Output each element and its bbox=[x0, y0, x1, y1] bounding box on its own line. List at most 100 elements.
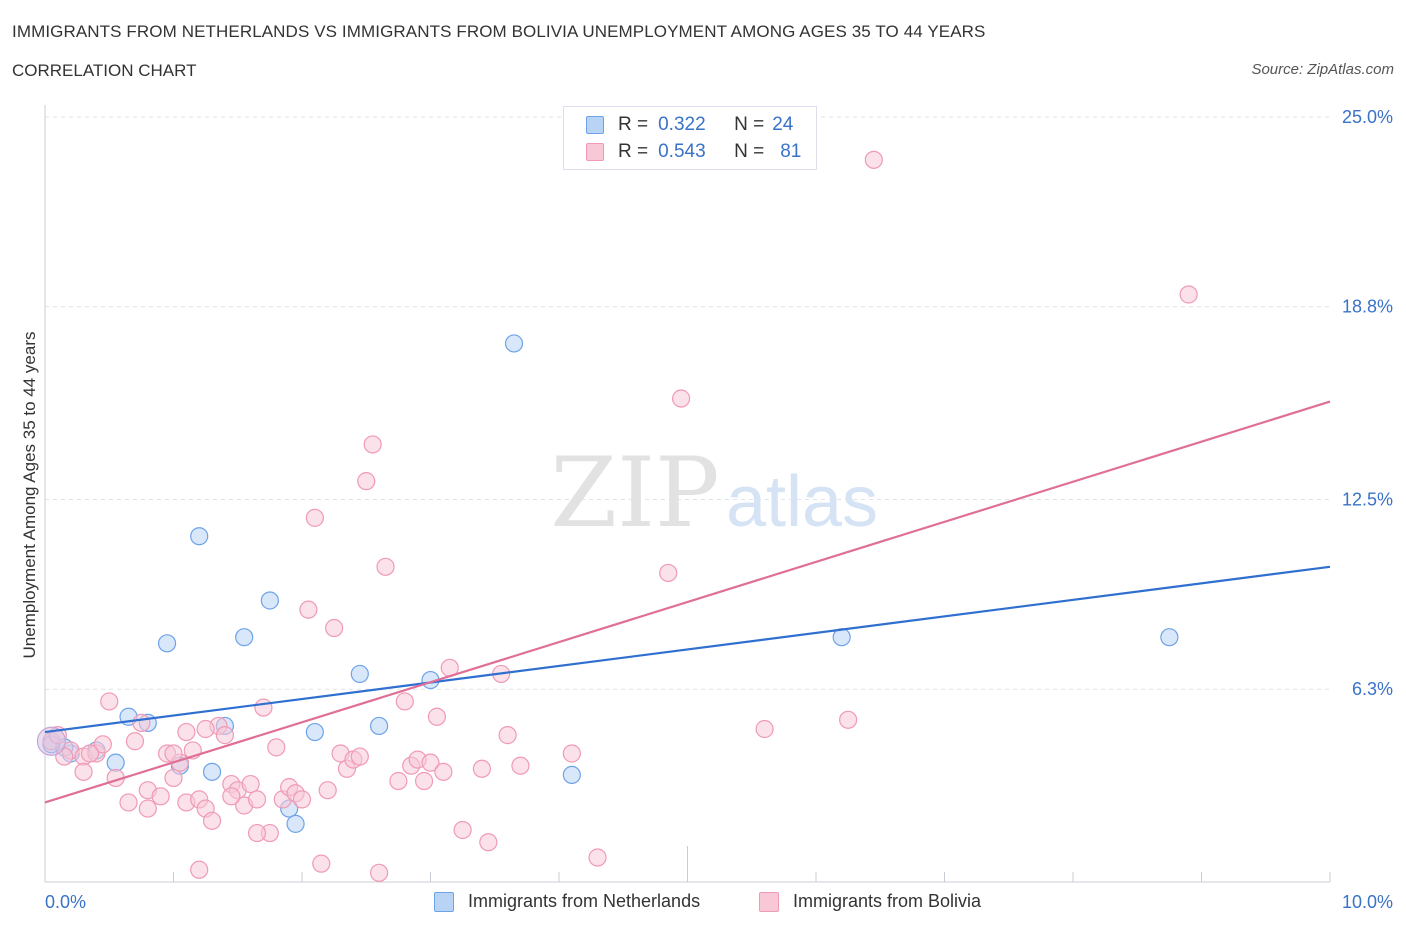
r-label: R = bbox=[618, 141, 649, 162]
bolivia-trendline bbox=[44, 400, 1331, 804]
bolivia-point bbox=[363, 435, 382, 454]
netherlands-swatch bbox=[586, 116, 604, 134]
netherlands-point bbox=[157, 634, 177, 653]
bolivia-point bbox=[755, 719, 774, 739]
r-value: 0.322 bbox=[658, 114, 706, 135]
y-tick-label: 25.0% bbox=[1342, 107, 1393, 127]
bolivia-point bbox=[414, 771, 434, 791]
y-tick-label: 18.8% bbox=[1342, 297, 1393, 317]
bolivia-point bbox=[659, 563, 678, 583]
bolivia-point bbox=[421, 753, 440, 772]
bolivia-point bbox=[562, 744, 581, 763]
netherlands-point bbox=[370, 716, 389, 736]
bolivia-point bbox=[1179, 285, 1198, 304]
chart-title: IMMIGRANTS FROM NETHERLANDS VS IMMIGRANT… bbox=[12, 22, 986, 41]
bolivia-point bbox=[498, 726, 517, 745]
r-value: 0.543 bbox=[658, 141, 706, 162]
correlation-legend: R = 0.322 N = 24 R = 0.543 N = 81 bbox=[563, 106, 817, 170]
bolivia-point bbox=[389, 771, 408, 791]
watermark-atlas: atlas bbox=[726, 462, 878, 542]
netherlands-swatch bbox=[434, 891, 454, 912]
bolivia-point bbox=[350, 747, 369, 766]
y-tick-label: 12.5% bbox=[1342, 490, 1393, 510]
bolivia-point bbox=[376, 557, 395, 576]
netherlands-point bbox=[106, 753, 125, 772]
watermark-zip: ZIP bbox=[550, 437, 719, 549]
bolivia-point bbox=[164, 768, 183, 788]
bolivia-point bbox=[254, 698, 273, 717]
bolivia-point bbox=[305, 508, 324, 527]
series-legend: Immigrants from Netherlands Immigrants f… bbox=[0, 889, 1406, 915]
bolivia-point bbox=[357, 472, 376, 491]
bolivia-point bbox=[247, 823, 267, 843]
bolivia-point bbox=[427, 707, 447, 726]
bolivia-point bbox=[588, 848, 607, 867]
bolivia-point bbox=[247, 790, 267, 809]
bolivia-point bbox=[74, 762, 93, 781]
bolivia-point bbox=[125, 732, 145, 751]
bolivia-point bbox=[453, 820, 472, 840]
bolivia-point bbox=[93, 735, 112, 754]
y-axis-label: Unemployment Among Ages 35 to 44 years bbox=[20, 331, 39, 659]
netherlands-point bbox=[562, 765, 581, 785]
bolivia-point bbox=[132, 713, 151, 732]
bolivia-point bbox=[839, 710, 858, 729]
bolivia-point bbox=[370, 863, 389, 882]
bolivia-point bbox=[864, 150, 883, 169]
n-value: 81 bbox=[780, 141, 802, 162]
bolivia-point bbox=[511, 756, 530, 775]
n-label: N = bbox=[734, 114, 765, 135]
netherlands-point bbox=[260, 591, 279, 610]
bolivia-point bbox=[671, 389, 691, 408]
n-value: 24 bbox=[772, 114, 794, 135]
netherlands-point bbox=[504, 334, 524, 353]
bolivia-point bbox=[202, 811, 222, 830]
bolivia-point bbox=[312, 854, 331, 873]
bolivia-point bbox=[267, 738, 286, 757]
bolivia-point bbox=[479, 833, 498, 852]
legend-label: Immigrants from Netherlands bbox=[468, 891, 701, 911]
netherlands-point bbox=[1160, 628, 1179, 647]
netherlands-point bbox=[235, 628, 254, 647]
netherlands-trendline bbox=[44, 565, 1331, 734]
bolivia-point bbox=[318, 781, 337, 800]
netherlands-point bbox=[286, 814, 305, 833]
legend-item-netherlands: Immigrants from Netherlands bbox=[434, 891, 700, 912]
bolivia-point bbox=[395, 692, 414, 711]
bolivia-point bbox=[241, 774, 260, 794]
bolivia-point bbox=[292, 790, 312, 809]
bolivia-point bbox=[215, 726, 234, 745]
bolivia-point bbox=[222, 787, 241, 806]
bolivia-point bbox=[472, 759, 491, 778]
r-label: R = bbox=[618, 114, 649, 135]
netherlands-point bbox=[305, 722, 324, 742]
source-credit: Source: ZipAtlas.com bbox=[1251, 61, 1394, 78]
legend-row-netherlands: R = 0.322 N = 24 bbox=[586, 114, 793, 136]
bolivia-point bbox=[80, 744, 100, 763]
bolivia-point bbox=[190, 860, 209, 879]
x-tick-label: 10.0% bbox=[1342, 892, 1393, 912]
bolivia-point bbox=[177, 722, 196, 742]
bolivia-point bbox=[119, 793, 138, 812]
bolivia-point bbox=[138, 799, 157, 818]
x-tick-label: 0.0% bbox=[45, 892, 86, 912]
bolivia-point bbox=[325, 618, 344, 638]
y-tick-label: 6.3% bbox=[1352, 679, 1393, 699]
legend-item-bolivia: Immigrants from Bolivia bbox=[759, 891, 981, 912]
bolivia-point bbox=[151, 787, 170, 806]
bolivia-point bbox=[299, 600, 318, 619]
legend-row-bolivia: R = 0.543 N = 81 bbox=[586, 141, 801, 163]
chart-subtitle: CORRELATION CHART bbox=[12, 61, 197, 80]
bolivia-point bbox=[196, 719, 215, 739]
netherlands-point bbox=[190, 527, 209, 546]
netherlands-point bbox=[202, 762, 222, 781]
bolivia-swatch bbox=[586, 143, 604, 161]
bolivia-point bbox=[100, 692, 119, 711]
cluster-point bbox=[36, 726, 67, 756]
n-label: N = bbox=[734, 141, 765, 162]
netherlands-point bbox=[350, 664, 369, 684]
legend-label: Immigrants from Bolivia bbox=[793, 891, 982, 911]
bolivia-swatch bbox=[759, 891, 779, 912]
bolivia-point bbox=[434, 762, 453, 781]
